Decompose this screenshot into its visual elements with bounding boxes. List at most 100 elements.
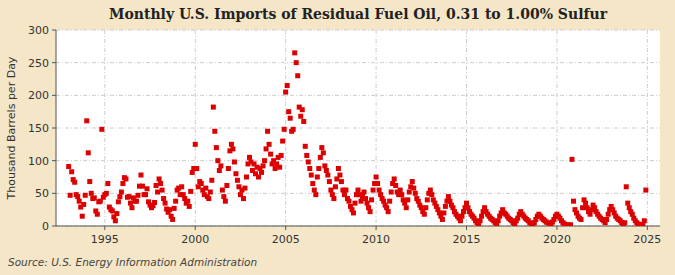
point [123, 176, 128, 181]
point [194, 166, 199, 171]
tick-mark [52, 30, 56, 31]
point [87, 179, 92, 184]
point [369, 197, 374, 202]
point [318, 155, 323, 160]
point [116, 199, 121, 204]
point [371, 188, 376, 193]
point [193, 142, 198, 147]
source-note: Source: U.S. Energy Information Administ… [8, 256, 257, 268]
point [185, 199, 190, 204]
point [155, 190, 160, 195]
point [336, 166, 341, 171]
point [117, 194, 122, 199]
tick-mark [466, 226, 467, 230]
point [625, 201, 630, 206]
chart: 0501001502002503001995200020052010201520… [0, 0, 675, 275]
point [368, 209, 373, 214]
grid-line [56, 95, 660, 96]
tick-label: 1995 [91, 233, 119, 246]
point [440, 217, 445, 222]
point [410, 179, 415, 184]
point [80, 214, 85, 219]
point [170, 217, 175, 222]
point [126, 194, 131, 199]
point [172, 206, 177, 211]
point [459, 214, 464, 219]
point [339, 179, 344, 184]
point [362, 190, 367, 195]
point [407, 190, 412, 195]
point [120, 181, 125, 186]
point [81, 202, 86, 207]
point [643, 188, 648, 193]
point [203, 186, 208, 191]
point [145, 186, 150, 191]
point [413, 191, 418, 196]
point [211, 105, 216, 110]
point [262, 158, 267, 163]
point [399, 192, 404, 197]
point [298, 114, 303, 119]
tick-mark [52, 193, 56, 194]
point [217, 168, 222, 173]
point [580, 205, 585, 210]
point [309, 173, 314, 178]
point [188, 189, 193, 194]
point [571, 199, 576, 204]
grid-line [466, 30, 467, 226]
point [161, 196, 166, 201]
point [86, 150, 91, 155]
point [143, 192, 148, 197]
tick-label: 2025 [633, 233, 661, 246]
tick-mark [376, 226, 377, 230]
point [220, 188, 225, 193]
point [568, 222, 573, 226]
point [422, 212, 427, 217]
point [264, 146, 269, 151]
point [429, 192, 434, 197]
point [140, 184, 145, 189]
point [310, 181, 315, 186]
point [187, 204, 192, 209]
point [75, 194, 80, 199]
point [235, 178, 240, 183]
point [579, 217, 584, 222]
point [218, 163, 223, 168]
point [113, 218, 118, 223]
point [346, 199, 351, 204]
point [244, 175, 249, 180]
point [208, 190, 213, 195]
point [464, 201, 469, 206]
point [233, 171, 238, 176]
point [312, 188, 317, 193]
point [295, 73, 300, 78]
plot-area [56, 30, 660, 226]
grid-line [647, 30, 648, 226]
point [288, 116, 293, 121]
point [313, 192, 318, 197]
tick-mark [52, 226, 56, 227]
point [325, 173, 330, 178]
point [387, 199, 392, 204]
tick-label: 100 [28, 155, 49, 168]
point [588, 212, 593, 217]
point [280, 139, 285, 144]
point [443, 204, 448, 209]
point [306, 159, 311, 164]
grid [56, 30, 660, 226]
point [642, 218, 647, 223]
point [365, 201, 370, 206]
point [89, 191, 94, 196]
tick-label: 2015 [453, 233, 481, 246]
point [104, 191, 109, 196]
point [68, 193, 73, 198]
point [423, 205, 428, 210]
point [128, 201, 133, 206]
point [405, 197, 410, 202]
point [229, 142, 234, 147]
tick-mark [556, 226, 557, 230]
point [129, 205, 134, 210]
tick-label: 250 [28, 57, 49, 70]
point [221, 194, 226, 199]
point [152, 200, 157, 205]
